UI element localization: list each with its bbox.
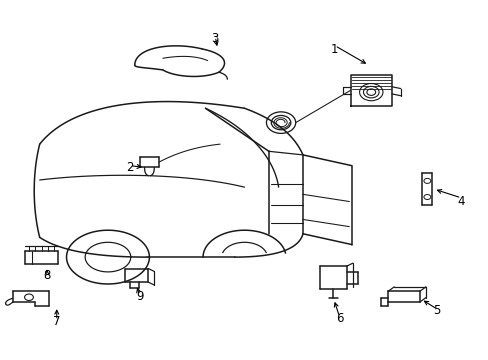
Text: 3: 3: [211, 32, 219, 45]
Text: 2: 2: [126, 161, 133, 174]
Text: 1: 1: [330, 42, 338, 55]
Text: 5: 5: [432, 305, 440, 318]
Text: 9: 9: [136, 290, 143, 303]
Text: 8: 8: [43, 269, 51, 282]
Text: 4: 4: [457, 195, 464, 208]
Text: 6: 6: [335, 311, 343, 325]
Text: 7: 7: [53, 315, 61, 328]
